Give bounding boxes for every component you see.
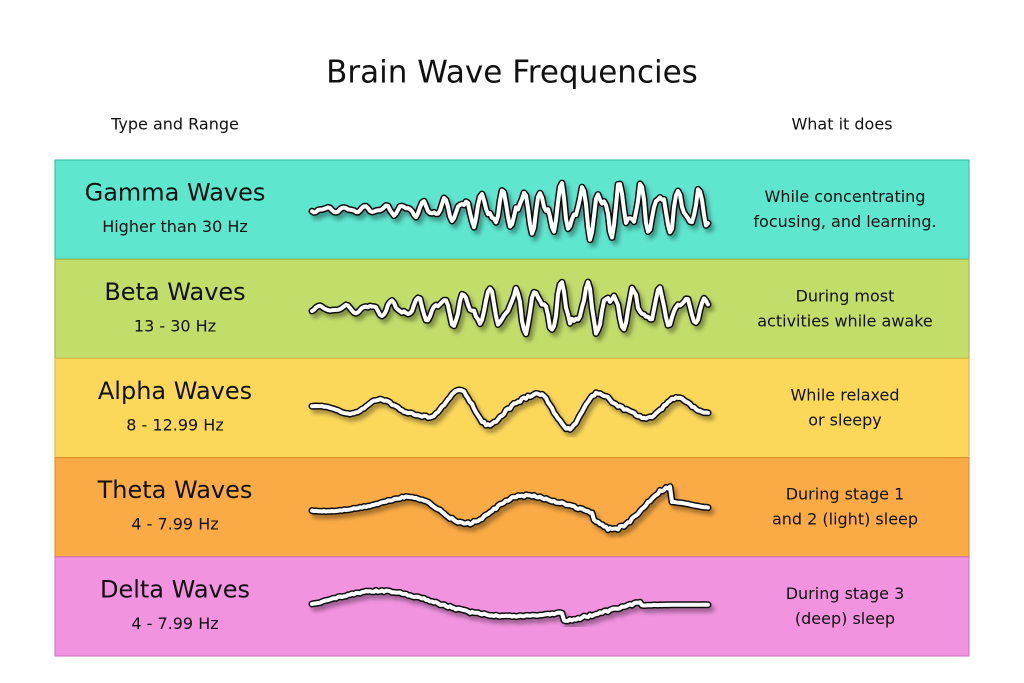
wave-description: During most [796, 286, 895, 305]
wave-name: Delta Waves [100, 575, 250, 603]
wave-description: focusing, and learning. [753, 212, 936, 231]
wave-line [310, 484, 710, 532]
title: Brain Wave Frequencies [326, 55, 698, 91]
wave [308, 483, 712, 534]
wave-description: activities while awake [757, 311, 933, 330]
wave-line [310, 181, 710, 242]
row-band [54, 457, 970, 558]
wave-description: During stage 3 [786, 584, 905, 603]
header-left: Type and Range [110, 115, 239, 134]
wave-range: 13 - 30 Hz [134, 316, 216, 335]
wave-name: Gamma Waves [85, 179, 266, 207]
wave-range: 4 - 7.99 Hz [131, 614, 218, 633]
wave-line [310, 588, 710, 623]
wave-description: (deep) sleep [795, 609, 895, 628]
wave-description: or sleepy [808, 411, 882, 430]
wave-name: Theta Waves [97, 476, 253, 504]
wave [308, 386, 712, 433]
wave-description: and 2 (light) sleep [772, 510, 918, 529]
wave [308, 179, 712, 244]
wave-description: During stage 1 [786, 485, 905, 504]
header-right: What it does [791, 115, 892, 134]
wave-range: 8 - 12.99 Hz [126, 416, 223, 435]
wave-name: Alpha Waves [98, 377, 252, 405]
wave-range: 4 - 7.99 Hz [131, 515, 218, 534]
wave-line [310, 280, 710, 336]
wave-description: While concentrating [765, 187, 926, 206]
row-band [54, 556, 970, 657]
wave [308, 278, 712, 338]
wave-description: While relaxed [790, 386, 899, 405]
wave-line [310, 388, 710, 432]
wave-range: Higher than 30 Hz [102, 217, 248, 236]
wave [308, 586, 712, 625]
wave-name: Beta Waves [104, 278, 245, 306]
